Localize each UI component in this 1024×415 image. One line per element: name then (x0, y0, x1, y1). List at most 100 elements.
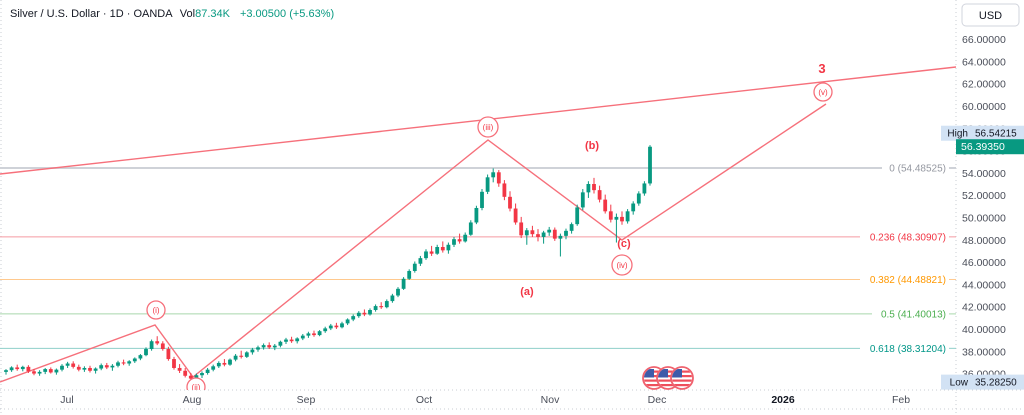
us-flag-icon[interactable] (670, 366, 694, 390)
candle (9, 366, 14, 372)
candle (636, 191, 641, 206)
wave-label-i[interactable]: (i) (146, 300, 166, 320)
candle (524, 228, 529, 245)
fib-retracement[interactable]: 0 (54.48525) 0.236 (48.30907) 0.382 (44.48… (0, 164, 956, 355)
candle (244, 351, 249, 358)
wave-label-v[interactable]: (v) (813, 82, 833, 102)
currency-button[interactable]: USD (961, 3, 1020, 27)
time-axis-label-Oct: Oct (416, 394, 432, 406)
svg-text:(i): (i) (152, 306, 159, 315)
chart-legend[interactable]: Silver / U.S. Dollar · 1D · OANDA Vol87.3… (10, 8, 334, 20)
candle (149, 339, 154, 351)
wave-label-(c)[interactable]: (c) (617, 238, 631, 250)
candle (648, 145, 652, 186)
price-tick-label: 46.00000 (962, 257, 1006, 269)
candle (104, 362, 109, 370)
price-tick-label: 60.00000 (962, 101, 1006, 113)
candle (116, 360, 120, 368)
candle (452, 236, 456, 248)
candle (440, 241, 445, 253)
candle (172, 356, 176, 370)
candle (508, 191, 512, 212)
economic-event-flag-icons[interactable] (642, 366, 694, 390)
volume-label: Vol (180, 8, 195, 20)
candle (300, 333, 305, 341)
candle (76, 364, 81, 372)
candle (384, 299, 389, 309)
candle (345, 318, 350, 326)
fib-label-0.236: 0.236 (48.30907) (870, 232, 946, 243)
candle (205, 367, 210, 375)
trend-lines[interactable] (0, 66, 956, 383)
price-tick-label: 44.00000 (962, 279, 1006, 291)
elliott-wave-zigzag[interactable] (0, 103, 827, 383)
candle (379, 302, 384, 309)
candle (513, 203, 518, 225)
candle (26, 365, 31, 373)
candle (328, 323, 333, 331)
candle (183, 367, 188, 378)
svg-text:Silver / U.S. Dollar · 1D · OA: Silver / U.S. Dollar · 1D · OANDA Vol87.3… (10, 8, 334, 20)
time-axis[interactable]: Jul Aug Sep Oct Nov Dec 2026 Feb (60, 394, 910, 406)
candle (228, 358, 232, 366)
candle (468, 220, 473, 236)
candle (166, 346, 171, 361)
high-badge-label: High (947, 129, 968, 140)
candle (552, 227, 557, 241)
candle (144, 347, 148, 357)
price-tick-label: 66.00000 (962, 34, 1006, 46)
candle (267, 342, 272, 350)
candle (177, 364, 182, 373)
wave-label-iii[interactable]: (iii) (477, 116, 499, 138)
candle (474, 205, 479, 225)
svg-text:(iii): (iii) (483, 123, 494, 132)
candle (200, 371, 204, 379)
candle (121, 359, 126, 366)
candle (496, 170, 501, 187)
candle (250, 347, 255, 355)
wave-label-3[interactable]: 3 (818, 61, 825, 76)
wave-label-(a)[interactable]: (a) (520, 286, 534, 298)
fib-label-0.5: 0.5 (41.40013) (881, 309, 946, 320)
candle (592, 177, 596, 194)
candle (15, 364, 20, 371)
candle (620, 211, 624, 225)
candle (4, 369, 8, 375)
wave-label-ii[interactable]: (ii) (186, 377, 206, 396)
candle (356, 311, 361, 318)
candle (306, 331, 311, 338)
candle (373, 304, 378, 312)
candle (390, 293, 395, 303)
candle (502, 180, 507, 201)
price-tick-label: 62.00000 (962, 79, 1006, 91)
candle (127, 360, 132, 366)
price-tick-label: 42.00000 (962, 302, 1006, 314)
candle (340, 321, 344, 329)
upper-resistance-line[interactable] (0, 66, 956, 175)
wave-label-iv[interactable]: (iv) (611, 254, 633, 276)
fib-label-0.382: 0.382 (44.48821) (870, 275, 946, 286)
candle (323, 326, 328, 333)
elliott-wave-labels[interactable]: (i) (ii) (iii) (iv) (v) (a) (b) (c) 3 (146, 61, 833, 396)
wave-label-(b)[interactable]: (b) (585, 140, 599, 152)
candle (463, 232, 468, 243)
candle (71, 361, 76, 369)
candle (575, 204, 580, 226)
candle (289, 336, 294, 343)
candle (32, 369, 36, 376)
svg-text:(v): (v) (818, 88, 828, 97)
candle (138, 354, 143, 361)
candle (65, 361, 70, 368)
candle (317, 330, 322, 337)
candle (429, 245, 434, 256)
candle (211, 364, 216, 372)
candle (43, 367, 48, 375)
candle (586, 181, 591, 198)
time-axis-label-Feb: Feb (892, 394, 910, 406)
candle (216, 361, 221, 368)
candle (407, 269, 412, 280)
high-price-badge (941, 125, 1024, 141)
candle (284, 337, 288, 345)
candle (272, 344, 277, 351)
